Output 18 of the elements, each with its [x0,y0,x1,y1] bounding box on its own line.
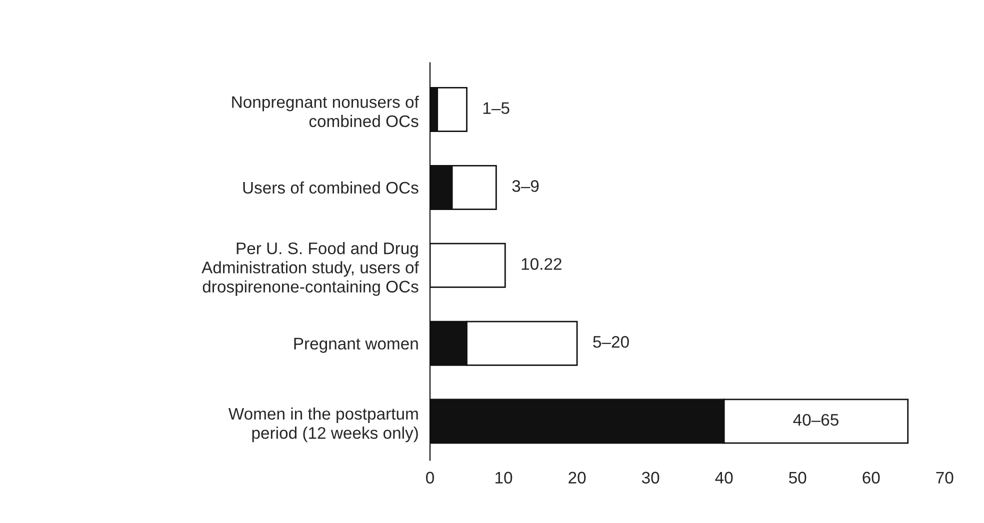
y-tick-label: Women in the postpartum period (12 weeks only) [228,407,418,442]
data-label: 3–9 [512,180,539,192]
x-tick-label: 0 [426,472,434,484]
x-tick-label: 60 [862,472,880,484]
x-tick-label: 20 [568,472,586,484]
data-label: 40–65 [793,414,838,426]
x-tick-label: 10 [496,472,512,484]
x-tick-label: 40 [715,472,733,484]
y-tick-label: Users of combined OCs [243,181,418,194]
y-tick-label: Per U. S. Food and Drug Administration study, users of drospirenone-containing OCs [202,242,419,296]
data-label: 5–20 [593,336,629,348]
x-tick-label: 50 [789,472,806,484]
data-label: 10.22 [522,258,562,270]
y-tick-label: Nonpregnant nonusers of combined OCs [232,96,419,128]
x-tick-label: 70 [936,472,954,484]
data-label: 1–5 [483,102,510,114]
y-tick-label: Pregnant women [294,338,418,353]
x-tick-label: 30 [642,472,660,484]
